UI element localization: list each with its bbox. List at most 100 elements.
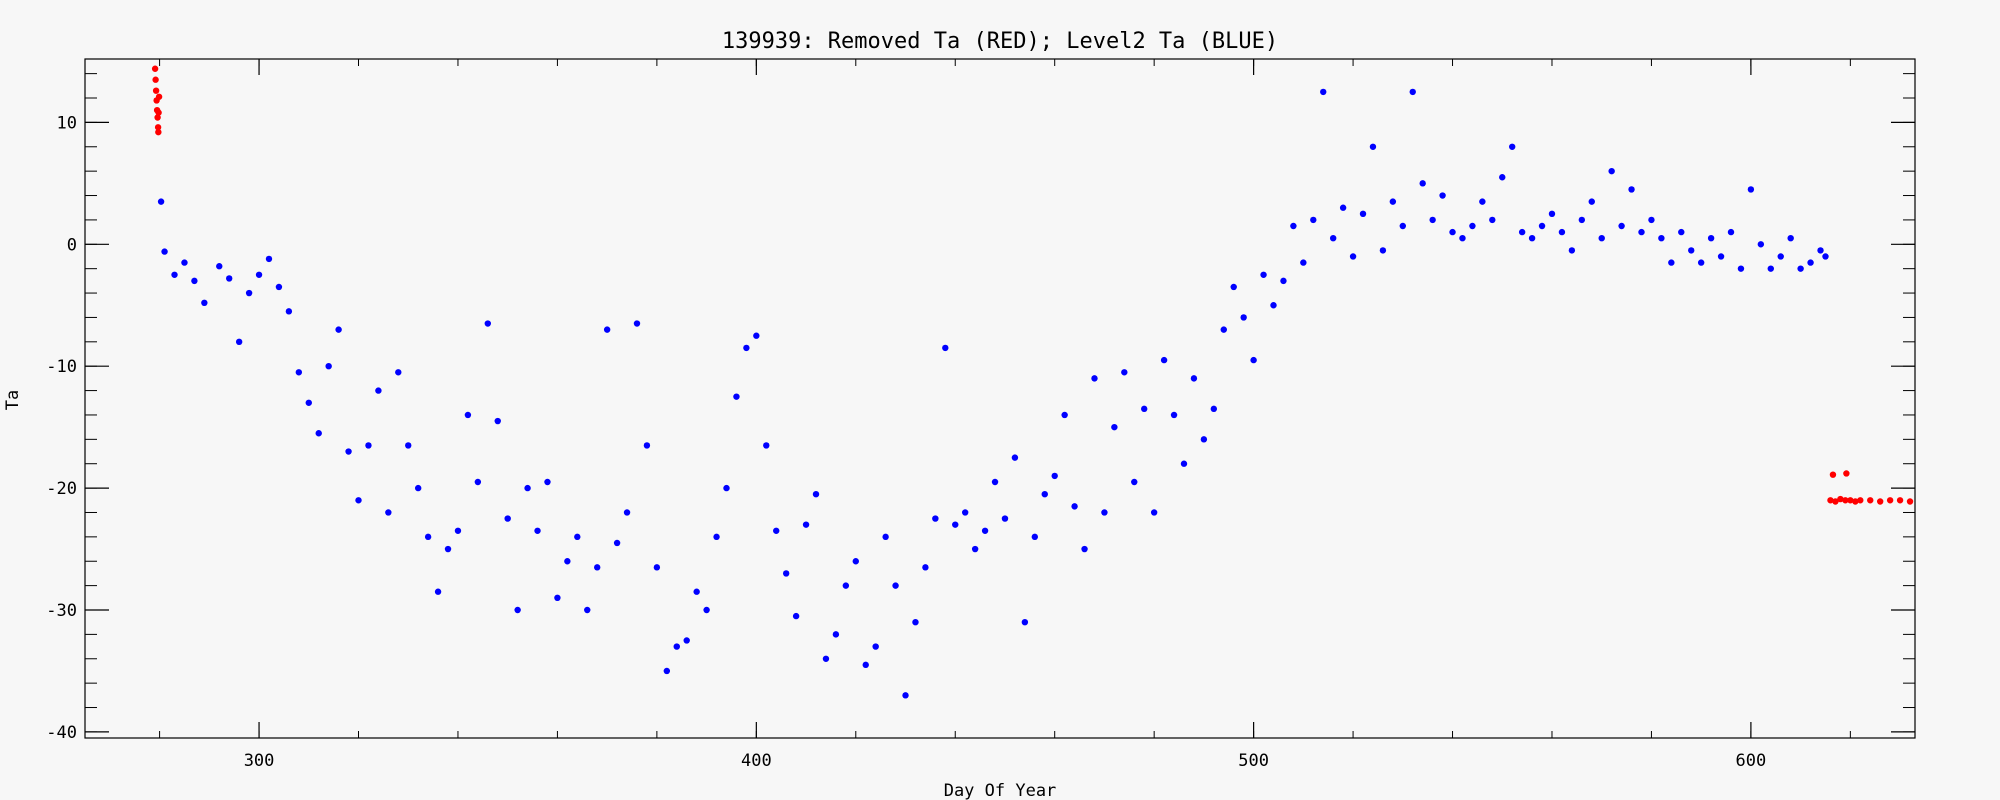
level2-point [952, 521, 959, 528]
level2-point [1558, 228, 1566, 236]
level2-point [157, 198, 165, 205]
level2-point [594, 564, 601, 571]
level2-point [1389, 198, 1397, 205]
level2-point [424, 533, 432, 541]
level2-point [265, 255, 273, 263]
level2-point [892, 582, 899, 589]
level2-point [1150, 509, 1158, 516]
level2-point [1518, 228, 1526, 236]
level2-point [1210, 405, 1218, 413]
level2-point [1727, 228, 1735, 236]
level2-point [345, 448, 352, 455]
level2-point [792, 612, 800, 620]
level2-point [574, 533, 581, 541]
y-tick-label: -20 [46, 479, 77, 499]
level2-point [524, 484, 531, 492]
level2-point [1290, 222, 1297, 230]
level2-point [161, 248, 168, 255]
removed-point [1896, 497, 1904, 504]
minor-ticks [85, 59, 1915, 738]
level2-point [1091, 375, 1098, 382]
level2-point [494, 417, 501, 425]
removed-point [1829, 471, 1837, 478]
y-axis-label: Ta [3, 390, 23, 410]
level2-point [1668, 259, 1675, 266]
level2-point [733, 393, 740, 400]
level2-point [325, 362, 332, 370]
level2-point [1419, 180, 1426, 187]
removed-point [1852, 498, 1859, 505]
level2-point [633, 320, 641, 327]
level2-point [474, 478, 482, 486]
x-axis-label: Day Of Year [944, 781, 1057, 800]
level2-point [882, 533, 889, 541]
removed-point [1867, 497, 1874, 504]
chart-title: 139939: Removed Ta (RED); Level2 Ta (BLU… [722, 29, 1278, 54]
level2-point [1717, 253, 1725, 260]
level2-point [1141, 405, 1148, 413]
level2-point [1329, 234, 1337, 242]
level2-point [1220, 326, 1227, 333]
level2-point [1608, 167, 1615, 175]
level2-point [1509, 143, 1516, 150]
level2-point [1409, 88, 1416, 96]
level2-point [1200, 436, 1208, 443]
level2-point [1548, 210, 1556, 218]
level2-point [1628, 186, 1635, 193]
level2-point [1369, 143, 1377, 150]
level2-point [1658, 234, 1665, 242]
level2-point [1339, 204, 1347, 211]
level2-point [643, 442, 651, 449]
removed-point [152, 87, 160, 94]
level2-point [1538, 222, 1546, 230]
level2-point [1747, 186, 1755, 193]
level2-point [1260, 271, 1267, 278]
level2-point [201, 299, 208, 307]
removed-point [154, 114, 161, 121]
level2-point [613, 539, 621, 547]
removed-point [1876, 498, 1884, 505]
level2-point [1310, 216, 1317, 224]
level2-point [1499, 174, 1506, 181]
level2-point [395, 369, 402, 376]
level2-point [226, 275, 233, 282]
level2-point [295, 369, 303, 376]
y-tick-label: 0 [67, 235, 77, 255]
level2-point [922, 564, 929, 571]
level2-point [1797, 265, 1804, 272]
level2-point [235, 338, 243, 346]
level2-point [484, 320, 491, 327]
removed-point [152, 76, 159, 83]
level2-point [1489, 216, 1496, 224]
x-tick-label: 600 [1736, 751, 1767, 771]
level2-point [653, 564, 661, 571]
removed-point [1857, 497, 1864, 504]
level2-point [623, 509, 631, 516]
level2-point [285, 308, 293, 315]
x-tick-label: 300 [244, 751, 275, 771]
level2-point [603, 326, 611, 333]
level2-point [414, 484, 422, 492]
level2-point [1638, 228, 1645, 236]
level2-point [1528, 234, 1536, 242]
level2-point [534, 527, 541, 534]
level2-point [1021, 618, 1029, 626]
level2-point [1041, 490, 1048, 498]
level2-point [1697, 259, 1705, 266]
level2-point [942, 344, 949, 352]
removed-point [1906, 498, 1914, 505]
x-tick-label: 500 [1238, 751, 1269, 771]
level2-point [991, 478, 999, 486]
level2-point [1399, 222, 1406, 230]
level2-point [1429, 216, 1436, 224]
y-tick-label: 10 [57, 113, 77, 133]
removed-point [154, 124, 162, 131]
level2-point [971, 545, 979, 553]
level2-point [1011, 454, 1019, 461]
level2-point [1777, 253, 1784, 260]
level2-point [434, 588, 442, 595]
level2-point [1359, 210, 1367, 218]
level2-point [1568, 247, 1576, 254]
level2-point [1379, 247, 1387, 254]
